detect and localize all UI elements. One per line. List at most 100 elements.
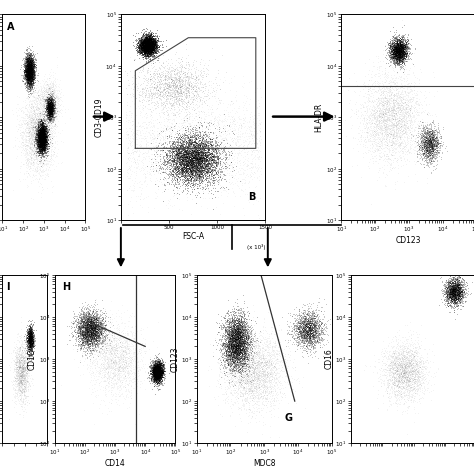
Point xyxy=(28,70,36,78)
Point xyxy=(448,291,456,299)
Point xyxy=(47,124,55,131)
Point xyxy=(146,41,154,49)
Point xyxy=(309,330,317,337)
Point xyxy=(28,74,36,82)
Point xyxy=(49,107,57,115)
Point xyxy=(170,164,178,172)
Point xyxy=(227,322,235,330)
Point xyxy=(133,355,140,362)
Point xyxy=(313,335,321,343)
Point xyxy=(397,89,405,97)
Point xyxy=(436,127,443,134)
Point xyxy=(121,374,129,382)
Point xyxy=(192,155,200,163)
Point xyxy=(121,334,128,341)
Point xyxy=(38,138,46,146)
Point xyxy=(164,111,171,119)
Point xyxy=(33,130,41,138)
Point xyxy=(19,354,27,362)
Point xyxy=(302,336,310,344)
Point xyxy=(160,99,168,106)
Point xyxy=(447,292,454,299)
Point xyxy=(413,381,421,388)
Point xyxy=(26,60,33,68)
Point xyxy=(252,370,260,377)
Point xyxy=(230,334,237,342)
Point xyxy=(237,369,245,377)
Point xyxy=(149,364,157,371)
Point xyxy=(372,79,379,86)
Point xyxy=(393,379,401,386)
Point xyxy=(94,326,102,334)
Point xyxy=(404,352,411,360)
Point xyxy=(179,157,187,164)
Point xyxy=(237,332,245,339)
Point xyxy=(389,46,397,54)
Point xyxy=(452,288,459,296)
Point xyxy=(36,136,43,143)
Point xyxy=(223,336,231,343)
Point xyxy=(401,368,409,375)
Point xyxy=(418,131,425,138)
Point xyxy=(397,41,405,49)
Point xyxy=(36,127,44,135)
Point xyxy=(194,166,202,173)
Point xyxy=(231,352,238,359)
Point xyxy=(447,288,455,295)
Point xyxy=(158,356,165,364)
Point xyxy=(169,170,176,178)
Point xyxy=(450,286,458,294)
Point xyxy=(27,124,35,131)
Point xyxy=(88,321,96,328)
Point xyxy=(23,68,30,75)
Point xyxy=(232,322,239,330)
Point xyxy=(45,100,53,107)
Point xyxy=(83,324,91,332)
Point xyxy=(307,317,315,324)
Point xyxy=(86,322,93,329)
Point xyxy=(279,356,286,364)
Point xyxy=(144,48,151,56)
Point xyxy=(193,165,201,173)
Point xyxy=(228,344,235,351)
Point xyxy=(155,371,162,378)
Point xyxy=(22,63,29,70)
Point xyxy=(100,377,108,384)
Point xyxy=(26,347,33,355)
Point xyxy=(228,332,235,340)
Point xyxy=(22,70,30,77)
Point xyxy=(41,129,49,137)
Point xyxy=(309,311,316,319)
Point xyxy=(153,40,161,47)
Point xyxy=(18,373,25,380)
Point xyxy=(213,152,221,159)
Point xyxy=(46,117,54,125)
Point xyxy=(18,380,25,387)
Point xyxy=(118,338,126,346)
Point xyxy=(187,77,194,85)
Point xyxy=(385,62,392,69)
Point xyxy=(27,159,35,166)
Point xyxy=(456,287,463,294)
Point xyxy=(373,127,380,135)
Point xyxy=(20,386,28,394)
Point xyxy=(140,41,147,48)
Point xyxy=(143,41,151,49)
Point xyxy=(29,338,36,346)
Point xyxy=(221,363,228,370)
Point xyxy=(386,110,393,118)
Point xyxy=(191,69,199,77)
Point xyxy=(426,121,433,129)
Point xyxy=(301,307,309,314)
Point xyxy=(172,69,180,76)
Point xyxy=(28,328,36,335)
Point xyxy=(156,364,164,371)
Point xyxy=(386,95,393,102)
Point xyxy=(226,319,233,326)
Point xyxy=(404,380,412,387)
Point xyxy=(398,104,406,111)
Point xyxy=(23,75,30,82)
Point xyxy=(422,133,430,140)
Point xyxy=(154,366,161,374)
Point xyxy=(393,132,401,140)
